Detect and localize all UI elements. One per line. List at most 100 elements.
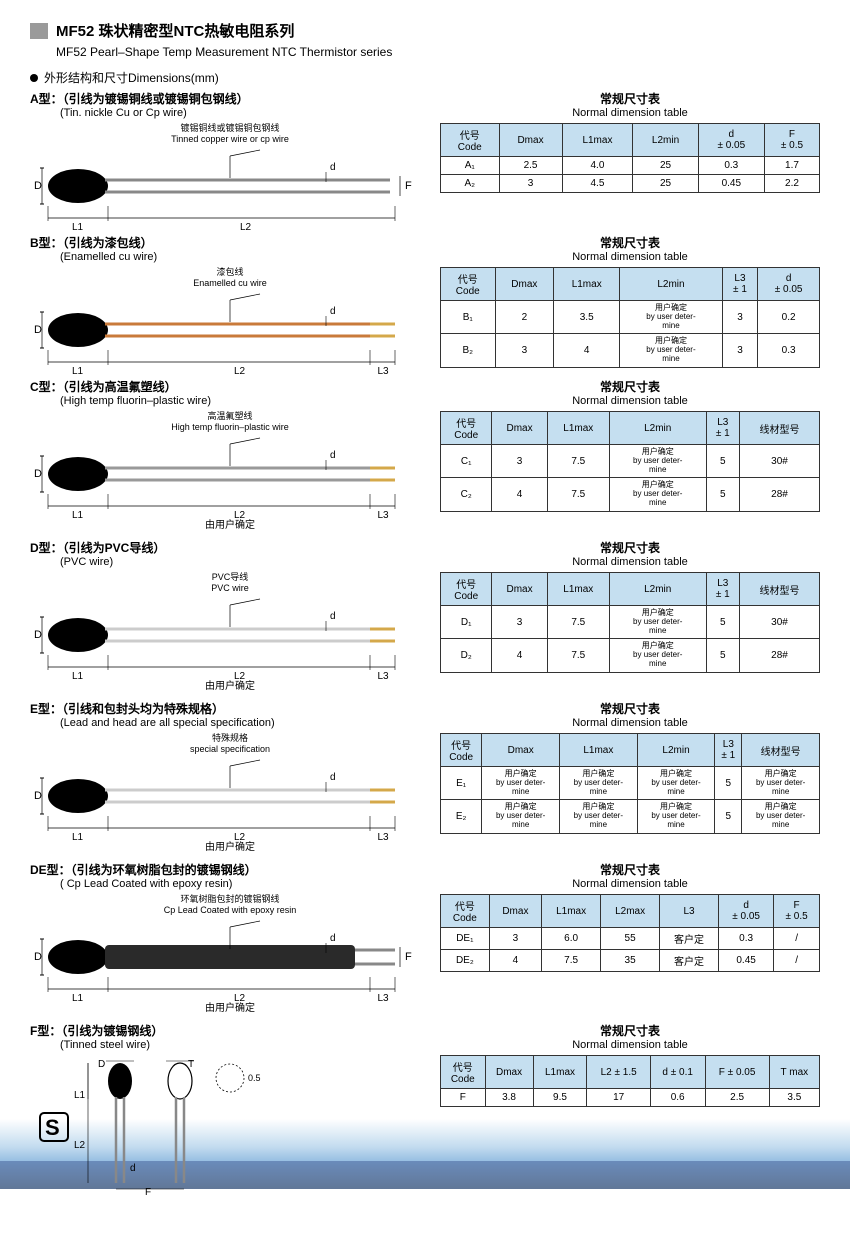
table-header: L2max (601, 895, 660, 928)
table-cell: 3 (492, 445, 547, 478)
svg-text:L2: L2 (234, 993, 246, 1004)
table-header: d ± 0.1 (650, 1056, 705, 1089)
thermistor-diagram: DdFL1L2 (30, 146, 430, 236)
svg-text:d: d (330, 162, 336, 173)
table-header: F± 0.5 (764, 124, 819, 157)
thermistor-diagram: DdL1L2L3 (30, 434, 430, 524)
table-cell: 25 (633, 175, 698, 193)
table-header: L2 ± 1.5 (587, 1056, 650, 1089)
table-title-en: Normal dimension table (440, 878, 820, 890)
table-cell: 用户确定by user deter-mine (609, 606, 706, 639)
svg-text:L1: L1 (72, 510, 84, 521)
table-cell: A₂ (441, 175, 500, 193)
table-cell: DE₂ (441, 950, 490, 972)
svg-text:L3: L3 (378, 832, 390, 843)
table-title-cn: 常规尺寸表 (440, 1022, 820, 1039)
dimension-table: 代号CodeDmaxL1maxL2 ± 1.5d ± 0.1F ± 0.05T … (440, 1055, 820, 1107)
table-header: L1max (562, 124, 633, 157)
table-header: L3± 1 (706, 573, 739, 606)
table-row: C₁37.5用户确定by user deter-mine530# (441, 445, 820, 478)
table-header: L1max (547, 412, 609, 445)
table-cell: 用户确定by user deter-mine (482, 800, 560, 833)
table-cell: 7.5 (547, 445, 609, 478)
table-cell: E₂ (441, 800, 482, 833)
thermistor-diagram: DdL1L2L3 (30, 595, 430, 685)
table-header: L1max (560, 734, 638, 767)
svg-text:L1: L1 (74, 1090, 86, 1101)
table-header: 代号Code (441, 124, 500, 157)
table-row: E₂用户确定by user deter-mine用户确定by user dete… (441, 800, 820, 833)
table-cell: 3.8 (485, 1089, 533, 1107)
table-header: Dmax (489, 895, 541, 928)
dimension-table: 代号CodeDmaxL1maxL2minL3± 1线材型号D₁37.5用户确定b… (440, 572, 820, 673)
table-cell: 4.5 (562, 175, 633, 193)
table-header: L1max (554, 268, 620, 301)
table-cell: 6.0 (542, 928, 601, 950)
table-cell: F (441, 1089, 486, 1107)
svg-text:0.5: 0.5 (248, 1073, 261, 1083)
svg-text:d: d (330, 772, 336, 783)
svg-text:d: d (330, 933, 336, 944)
table-header: L3± 1 (722, 268, 758, 301)
table-cell: 用户确定by user deter-mine (609, 639, 706, 672)
table-cell: / (774, 950, 820, 972)
table-cell: 用户确定by user deter-mine (560, 767, 638, 800)
svg-text:d: d (330, 450, 336, 461)
type-label-en: (High temp fluorin–plastic wire) (60, 395, 430, 407)
type-label-cn: A型：（引线为镀锡铜线或镀锡铜包钢线） (30, 90, 430, 107)
table-header: L3 (660, 895, 719, 928)
svg-text:L2: L2 (234, 510, 246, 521)
table-title-en: Normal dimension table (440, 107, 820, 119)
table-cell: 3.5 (769, 1089, 819, 1107)
table-cell: 0.2 (758, 301, 820, 334)
table-cell: 5 (715, 767, 742, 800)
table-header: 代号Code (441, 573, 492, 606)
table-cell: DE₁ (441, 928, 490, 950)
table-title-cn: 常规尺寸表 (440, 539, 820, 556)
table-header: L3± 1 (715, 734, 742, 767)
table-header: 代号Code (441, 734, 482, 767)
table-cell: 用户确定by user deter-mine (742, 800, 820, 833)
table-cell: 用户确定by user deter-mine (482, 767, 560, 800)
svg-text:L1: L1 (72, 993, 84, 1004)
table-header: 代号Code (441, 1056, 486, 1089)
table-header: Dmax (495, 268, 554, 301)
table-cell: 5 (706, 445, 739, 478)
table-row: DE₂47.535客户定0.45/ (441, 950, 820, 972)
table-header: L3± 1 (706, 412, 739, 445)
table-row: D₂47.5用户确定by user deter-mine528# (441, 639, 820, 672)
table-header: L2min (609, 573, 706, 606)
table-cell: 用户确定by user deter-mine (609, 445, 706, 478)
table-header: L2min (637, 734, 715, 767)
svg-text:L3: L3 (378, 366, 390, 377)
wire-label: 环氧树脂包封的镀锡钢线Cp Lead Coated with epoxy res… (30, 892, 430, 915)
table-row: C₂47.5用户确定by user deter-mine528# (441, 478, 820, 511)
type-label-en: ( Cp Lead Coated with epoxy resin) (60, 878, 430, 890)
table-cell: 2.5 (499, 157, 562, 175)
svg-text:L2: L2 (234, 832, 246, 843)
thermistor-diagram: DdL1L2L3 (30, 756, 430, 846)
table-header: Dmax (492, 573, 547, 606)
table-header: Dmax (485, 1056, 533, 1089)
type-label-cn: F型：（引线为镀锡钢线） (30, 1022, 430, 1039)
dimension-table: 代号CodeDmaxL1maxL2maxL3d± 0.05F± 0.5DE₁36… (440, 894, 820, 972)
type-label-cn: E型：（引线和包封头均为特殊规格） (30, 700, 430, 717)
table-cell: 0.3 (698, 157, 764, 175)
thermistor-diagram: DdFL1L2L3 (30, 917, 430, 1007)
type-label-en: (Tinned steel wire) (60, 1039, 430, 1051)
table-cell: C₂ (441, 478, 492, 511)
table-cell: 用户确定by user deter-mine (742, 767, 820, 800)
table-cell: 用户确定by user deter-mine (620, 301, 723, 334)
table-header: d± 0.05 (719, 895, 774, 928)
type-label-en: (Enamelled cu wire) (60, 251, 430, 263)
table-cell: 4 (492, 639, 547, 672)
svg-text:L1: L1 (72, 366, 84, 377)
table-header: L1max (547, 573, 609, 606)
table-cell: 用户确定by user deter-mine (609, 478, 706, 511)
svg-text:L2: L2 (234, 366, 246, 377)
table-cell: 7.5 (547, 606, 609, 639)
table-title-en: Normal dimension table (440, 395, 820, 407)
table-cell: 28# (739, 639, 819, 672)
table-cell: 0.3 (719, 928, 774, 950)
table-cell: 3.5 (554, 301, 620, 334)
